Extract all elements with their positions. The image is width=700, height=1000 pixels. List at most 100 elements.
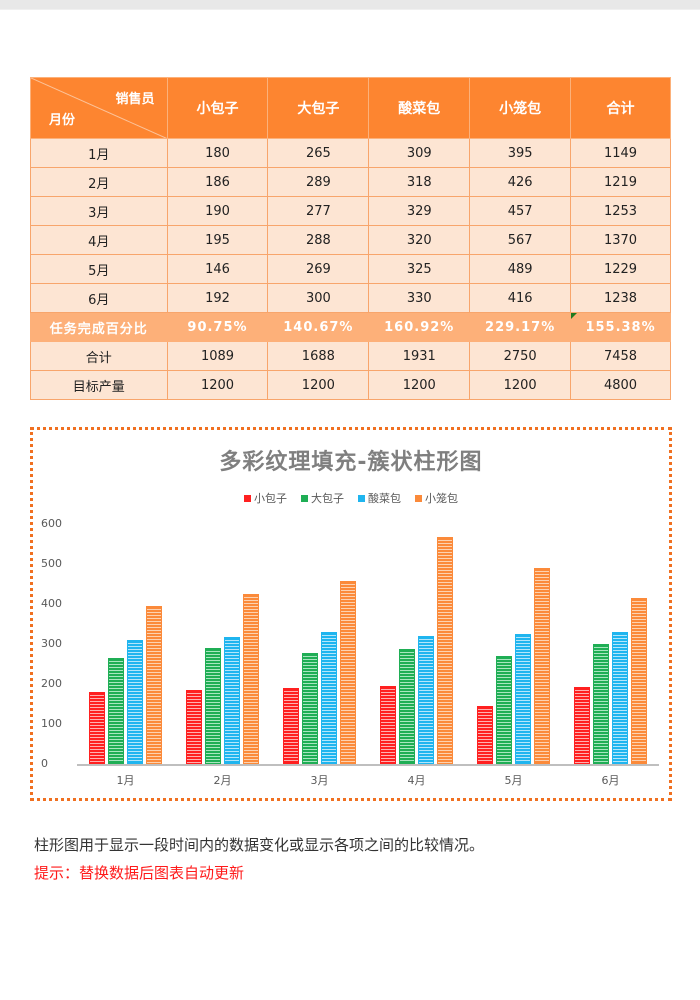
table-cell: 1253 <box>570 196 671 226</box>
bar <box>437 537 453 764</box>
table-cell: 195 <box>166 225 269 255</box>
table-cell: 416 <box>469 283 572 313</box>
row-label: 1月 <box>30 138 168 168</box>
y-tick-label: 400 <box>41 597 62 610</box>
bar <box>515 634 531 764</box>
x-tick-label: 1月 <box>116 774 135 787</box>
chart-container: 多彩纹理填充-簇状柱形图 小包子 大包子 酸菜包 小笼包 0 100 200 300 400 5… <box>30 427 672 801</box>
corner-header-cell: 销售员 月份 <box>30 77 168 139</box>
row-label: 5月 <box>30 254 168 284</box>
chart-description: 柱形图用于显示一段时间内的数据变化或显示各项之间的比较情况。 <box>34 836 485 854</box>
table-cell: 1370 <box>570 225 671 255</box>
table-row: 1月 180 265 309 395 1149 <box>30 138 671 168</box>
table-cell: 160.92% <box>368 312 471 342</box>
y-tick-label: 300 <box>41 637 62 650</box>
table-cell: 155.38% <box>570 312 671 342</box>
bar <box>283 688 299 764</box>
tip-text: 提示：替换数据后图表自动更新 <box>34 864 245 882</box>
x-tick-label: 4月 <box>407 774 426 787</box>
table-cell: 1229 <box>570 254 671 284</box>
table-cell: 1200 <box>166 370 269 400</box>
table-cell: 1149 <box>570 138 671 168</box>
chart-legend: 小包子 大包子 酸菜包 小笼包 <box>33 490 669 506</box>
legend-label: 小笼包 <box>425 492 458 505</box>
bar <box>186 689 202 764</box>
table-cell: 309 <box>368 138 471 168</box>
x-axis-line <box>77 764 659 766</box>
bar <box>302 653 318 764</box>
column-header: 大包子 <box>267 77 370 139</box>
table-cell: 4800 <box>570 370 671 400</box>
bar <box>108 658 124 764</box>
table-row: 3月 190 277 329 457 1253 <box>30 196 671 226</box>
table-cell: 426 <box>469 167 572 197</box>
x-tick-label: 6月 <box>601 774 620 787</box>
chart-title: 多彩纹理填充-簇状柱形图 <box>219 450 483 475</box>
bar <box>631 597 647 764</box>
table-cell: 192 <box>166 283 269 313</box>
column-header: 酸菜包 <box>368 77 471 139</box>
legend-item: 大包子 <box>301 490 344 506</box>
bar <box>496 656 512 764</box>
legend-swatch-icon <box>244 494 251 502</box>
row-label: 6月 <box>30 283 168 313</box>
column-header: 小包子 <box>166 77 269 139</box>
table-cell: 320 <box>368 225 471 255</box>
top-bar <box>0 0 700 10</box>
table-cell: 395 <box>469 138 572 168</box>
bar <box>477 705 493 764</box>
diagonal-divider <box>31 78 166 138</box>
legend-label: 小包子 <box>254 492 287 505</box>
table-cell: 186 <box>166 167 269 197</box>
table-cell: 1200 <box>267 370 370 400</box>
row-label: 4月 <box>30 225 168 255</box>
legend-swatch-icon <box>301 494 308 502</box>
table-cell: 300 <box>267 283 370 313</box>
x-tick-label: 5月 <box>504 774 523 787</box>
bar <box>593 644 609 764</box>
table-cell: 1200 <box>469 370 572 400</box>
table-cell: 1219 <box>570 167 671 197</box>
y-tick-label: 200 <box>41 677 62 690</box>
row-label: 2月 <box>30 167 168 197</box>
table-cell: 140.67% <box>267 312 370 342</box>
row-label: 目标产量 <box>30 370 168 400</box>
table-row: 6月 192 300 330 416 1238 <box>30 283 671 313</box>
y-tick-label: 0 <box>41 757 48 770</box>
table-cell: 90.75% <box>166 312 269 342</box>
bar <box>321 632 337 764</box>
sales-table: 销售员 月份 小包子 大包子 酸菜包 小笼包 合计 1月 180 265 309 395… <box>30 77 671 400</box>
legend-item: 小笼包 <box>415 490 458 506</box>
table-cell: 190 <box>166 196 269 226</box>
month-label: 月份 <box>49 113 76 128</box>
column-header: 合计 <box>570 77 671 139</box>
x-tick-label: 2月 <box>213 774 232 787</box>
table-cell: 1688 <box>267 341 370 371</box>
row-label: 任务完成百分比 <box>30 312 168 342</box>
bar <box>534 568 550 764</box>
table-cell: 265 <box>267 138 370 168</box>
table-cell: 318 <box>368 167 471 197</box>
bar <box>418 636 434 764</box>
table-cell: 7458 <box>570 341 671 371</box>
bar <box>89 692 105 764</box>
y-tick-label: 600 <box>41 517 62 530</box>
bar <box>574 687 590 764</box>
salesperson-label: 销售员 <box>115 92 155 107</box>
table-cell: 489 <box>469 254 572 284</box>
target-row: 目标产量 1200 1200 1200 1200 4800 <box>30 370 671 400</box>
table-cell: 329 <box>368 196 471 226</box>
bar <box>127 640 143 764</box>
legend-item: 小包子 <box>244 490 287 506</box>
legend-item: 酸菜包 <box>358 490 401 506</box>
row-label: 合计 <box>30 341 168 371</box>
bar <box>224 636 240 764</box>
table-cell: 269 <box>267 254 370 284</box>
table-cell: 1089 <box>166 341 269 371</box>
column-header: 小笼包 <box>469 77 572 139</box>
bar <box>243 593 259 764</box>
table-row: 5月 146 269 325 489 1229 <box>30 254 671 284</box>
table-cell: 330 <box>368 283 471 313</box>
x-tick-label: 3月 <box>310 774 329 787</box>
table-cell: 289 <box>267 167 370 197</box>
